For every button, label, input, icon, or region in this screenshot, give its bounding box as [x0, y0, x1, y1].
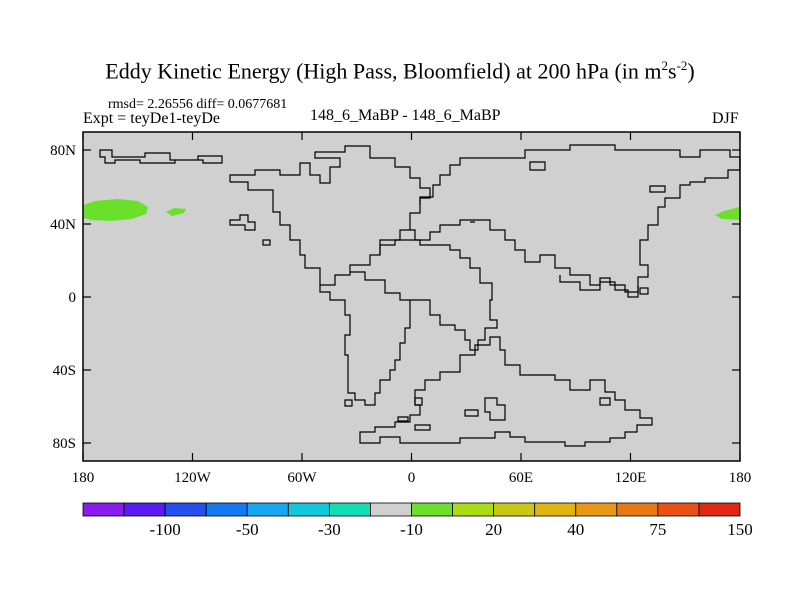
coastline-hudson	[229, 214, 256, 231]
anomaly-patch-small	[166, 208, 186, 216]
colorbar-label: 75	[649, 520, 666, 539]
colorbar-swatch	[328, 502, 371, 517]
colorbar-swatch	[370, 502, 412, 517]
lon-label: 180	[729, 470, 752, 486]
colorbar-swatch	[657, 502, 700, 517]
colorbar-swatch	[123, 502, 166, 517]
coastline-southern-islands	[344, 397, 611, 431]
anomaly-patch-west	[83, 199, 148, 221]
colorbar-swatch	[575, 502, 618, 517]
colorbar-swatch	[411, 502, 453, 517]
colorbar-label: 20	[485, 520, 502, 539]
colorbar-swatch	[698, 502, 741, 517]
coastline-eurasia	[410, 144, 741, 293]
coastline-antarctica	[359, 336, 653, 447]
colorbar-swatch	[287, 502, 330, 517]
lon-label: 60W	[287, 470, 317, 486]
lat-label: 40N	[50, 217, 76, 233]
coastline-japan	[639, 287, 649, 295]
chart-title: Eddy Kinetic Energy (High Pass, Bloomfie…	[105, 58, 695, 84]
colorbar-swatch	[534, 502, 577, 517]
colorbar-label: -10	[400, 520, 423, 539]
coastline-americas	[229, 145, 431, 406]
lon-label: 0	[408, 470, 416, 486]
colorbar-swatch	[82, 502, 125, 517]
colorbar-swatch	[164, 502, 207, 517]
colorbar-swatch	[616, 502, 659, 517]
colorbar-swatch	[493, 502, 536, 517]
coastline-africa	[379, 239, 498, 351]
lon-label: 120E	[615, 470, 647, 486]
lon-label: 180	[72, 470, 95, 486]
colorbar-swatch	[205, 502, 248, 517]
colorbar-label: -50	[236, 520, 259, 539]
experiment-label: Expt = teyDe1-teyDe	[83, 110, 220, 127]
map-background	[83, 132, 740, 461]
center-subtitle: 148_6_MaBP - 148_6_MaBP	[310, 107, 501, 124]
colorbar-swatch	[246, 502, 289, 517]
colorbar-label: -100	[150, 520, 181, 539]
season-label: DJF	[712, 110, 739, 127]
lat-label: 0	[69, 290, 77, 306]
coastline-island	[262, 239, 271, 246]
lon-label: 120W	[174, 470, 212, 486]
coastline-india-asia-south	[559, 275, 639, 298]
colorbar-swatch	[452, 502, 495, 517]
lat-label: 80N	[50, 143, 76, 159]
colorbar-label: 150	[727, 520, 753, 539]
coastline-greenland	[99, 149, 223, 164]
colorbar: -100 -50 -30 -10 20 40 75 150	[82, 502, 753, 539]
colorbar-label: -30	[318, 520, 341, 539]
colorbar-label: 40	[567, 520, 584, 539]
lat-label: 80S	[53, 436, 76, 452]
rmsd-diff-label: rmsd= 2.26556 diff= 0.0677681	[108, 97, 288, 112]
axes: 80N 40N 0 40S 80S 180 120W 60W 0 60E 120E 180	[50, 132, 751, 486]
lon-label: 60E	[509, 470, 533, 486]
anomaly-patch-east	[715, 207, 740, 220]
lat-label: 40S	[53, 363, 76, 379]
